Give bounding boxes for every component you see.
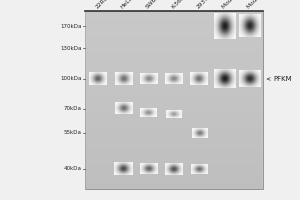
Text: Mouse heart: Mouse heart [221,0,250,10]
Text: PFKM: PFKM [267,76,292,82]
Text: 40kDa: 40kDa [64,166,82,171]
Text: 55kDa: 55kDa [64,130,82,136]
Text: HeLa: HeLa [120,0,134,10]
Text: 130kDa: 130kDa [60,46,82,50]
Text: 170kDa: 170kDa [60,23,82,28]
Text: 293T: 293T [196,0,210,10]
Text: 70kDa: 70kDa [64,106,82,112]
Text: SW620: SW620 [145,0,163,10]
Bar [85,11,262,189]
Text: Mouse brain: Mouse brain [246,0,275,10]
Text: 22Rv1: 22Rv1 [94,0,111,10]
Text: 100kDa: 100kDa [60,76,82,82]
Text: K-562: K-562 [170,0,186,10]
